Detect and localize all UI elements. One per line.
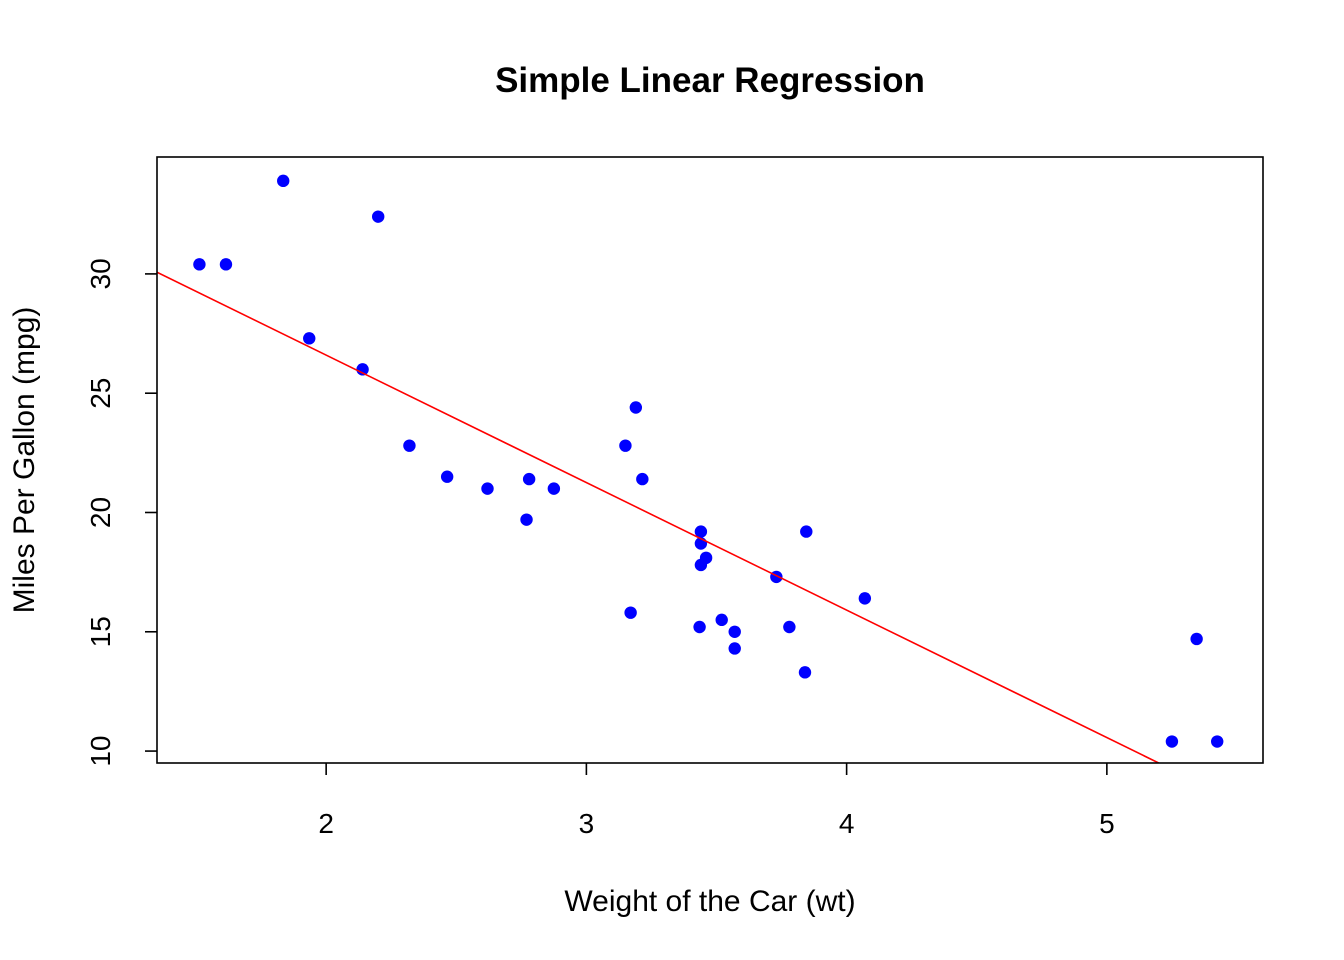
- data-point-14: [1165, 735, 1179, 748]
- data-point-30: [728, 625, 741, 638]
- data-point-1: [547, 482, 561, 495]
- data-point-22: [693, 620, 706, 634]
- data-point-19: [277, 174, 290, 188]
- data-point-23: [798, 666, 812, 679]
- data-point-31: [522, 472, 536, 486]
- data-point-29: [520, 513, 533, 526]
- y-tick-label-10: 10: [85, 735, 116, 766]
- data-point-17: [372, 210, 385, 223]
- y-tick-label-15: 15: [85, 616, 116, 647]
- data-point-13: [783, 620, 796, 634]
- data-point-9: [694, 525, 708, 538]
- data-point-16: [1190, 632, 1203, 646]
- data-point-21: [715, 613, 728, 627]
- data-point-11: [858, 592, 872, 605]
- data-point-26: [356, 363, 369, 376]
- x-tick-label-5: 5: [1099, 808, 1115, 839]
- y-axis-label: Miles Per Gallon (mpg): [8, 307, 41, 614]
- data-point-6: [728, 642, 741, 655]
- data-point-18: [219, 258, 233, 271]
- data-point-0: [481, 482, 494, 495]
- data-point-2: [403, 439, 416, 452]
- data-point-7: [629, 401, 643, 414]
- data-point-10: [694, 558, 708, 572]
- data-point-8: [619, 439, 632, 452]
- y-tick-label-20: 20: [85, 497, 116, 528]
- data-point-15: [1210, 735, 1224, 748]
- plot-frame: [156, 156, 1264, 764]
- chart-title: Simple Linear Regression: [495, 61, 925, 100]
- x-tick-label-3: 3: [579, 808, 595, 839]
- x-axis-label: Weight of the Car (wt): [564, 885, 855, 918]
- data-point-28: [624, 606, 637, 619]
- y-tick-label-25: 25: [85, 378, 116, 409]
- regression-line: [157, 271, 1161, 763]
- data-point-25: [303, 332, 316, 345]
- data-point-27: [193, 258, 206, 271]
- data-point-3: [636, 472, 649, 486]
- x-tick-label-2: 2: [318, 808, 334, 839]
- y-tick-label-30: 30: [85, 258, 116, 289]
- x-tick-label-4: 4: [839, 808, 855, 839]
- plot-area: 2 3 4 5 10 15 20 25 30: [85, 156, 1264, 839]
- data-point-24: [800, 525, 813, 538]
- data-point-20: [440, 470, 454, 483]
